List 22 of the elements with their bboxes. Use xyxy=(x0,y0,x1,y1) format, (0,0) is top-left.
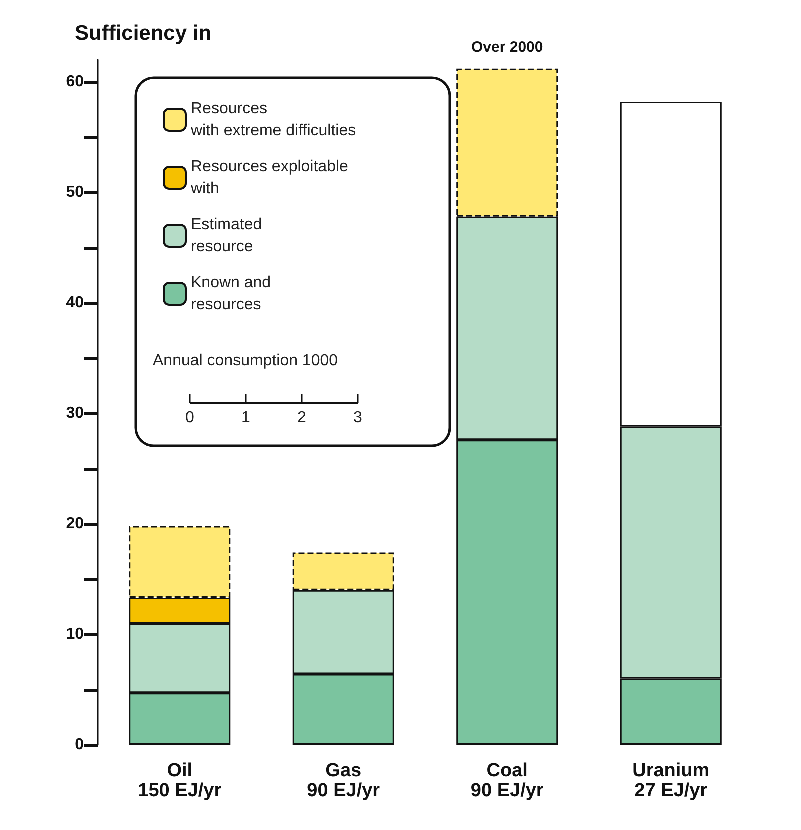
y-tick-label: 10 xyxy=(66,626,84,644)
x-tick-label: Gas 90 EJ/yr xyxy=(307,760,381,802)
y-tick-label: 30 xyxy=(66,405,84,422)
legend-label: Estimated resource xyxy=(191,216,262,256)
y-tick-label: 0 xyxy=(75,736,84,754)
y-tick-label: 50 xyxy=(66,184,84,202)
annotation: 2 xyxy=(298,410,307,426)
chart-title: Sufficiency in xyxy=(75,22,212,45)
x-tick-label: Coal 90 EJ/yr xyxy=(470,760,544,802)
x-tick-label: Oil 150 EJ/yr xyxy=(138,760,222,802)
legend-label: Resources exploitable with xyxy=(190,158,349,198)
annotation: Over 2000 xyxy=(472,38,544,56)
y-tick-label: 40 xyxy=(66,294,84,312)
legend-label: Known and resources xyxy=(191,274,272,314)
x-tick-label: Uranium 27 EJ/yr xyxy=(632,760,710,802)
annotation: 0 xyxy=(186,410,195,426)
legend-label: Resources with extreme difficulties xyxy=(190,100,356,140)
y-tick-label: 60 xyxy=(66,74,84,91)
annotation: Annual consumption 1000 xyxy=(153,352,338,370)
annotation: 1 xyxy=(242,410,251,426)
annotation: 3 xyxy=(354,410,363,426)
y-tick-label: 20 xyxy=(66,516,84,533)
